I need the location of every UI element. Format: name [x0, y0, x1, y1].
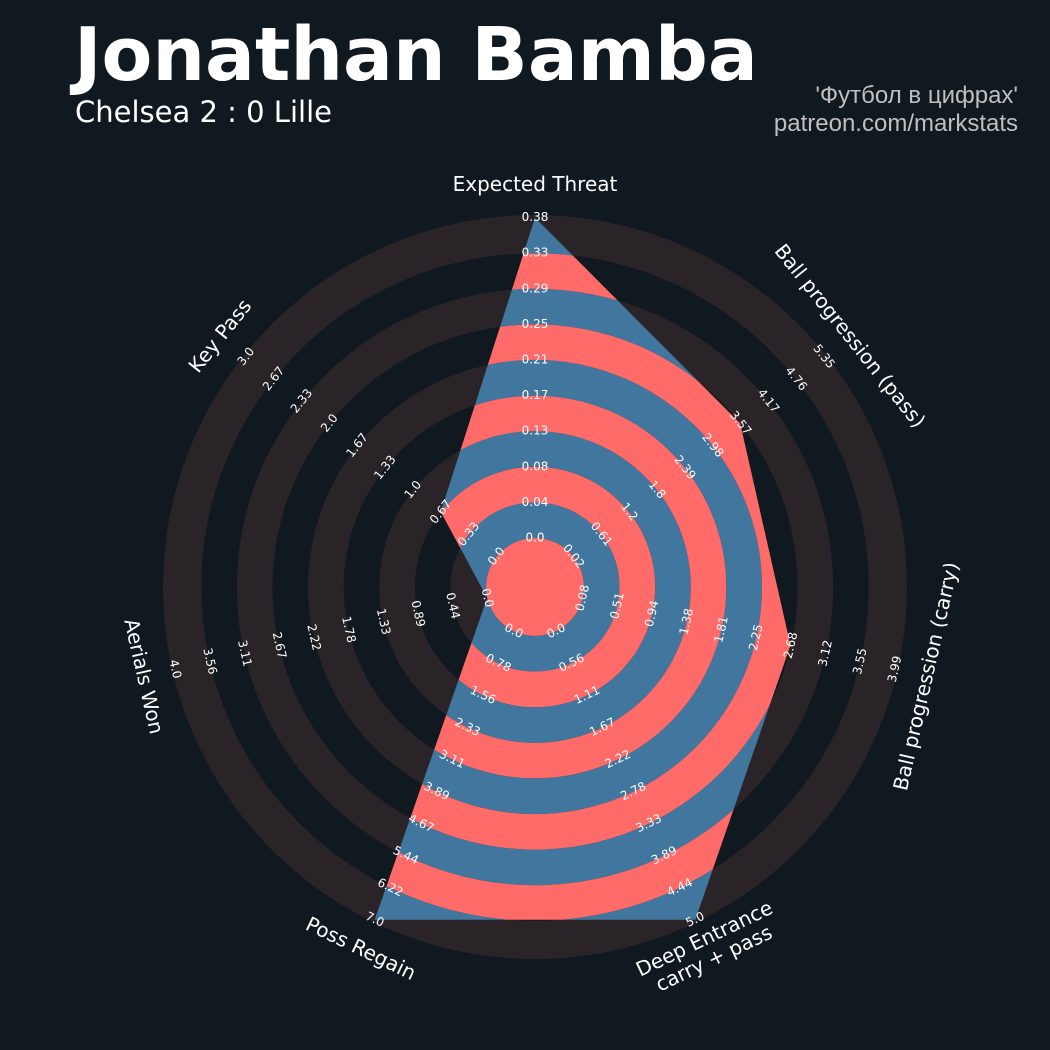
tick-label: 4.0 — [166, 658, 184, 680]
tick-label: 2.68 — [781, 631, 801, 660]
tick-label: 2.25 — [746, 623, 766, 652]
credit-source: 'Футбол в цифрах' — [815, 82, 1018, 109]
tick-label: 0.44 — [443, 591, 463, 620]
value-band — [450, 502, 620, 672]
tick-label: 0.38 — [522, 210, 549, 224]
axis-label: Aerials Won — [120, 616, 170, 736]
axis-label-line: Aerials Won — [120, 616, 170, 736]
tick-label: 0.33 — [522, 246, 549, 260]
tick-label: 0.89 — [408, 599, 428, 628]
tick-label: 0.94 — [642, 599, 662, 628]
tick-label: 3.99 — [885, 654, 905, 683]
axis-label: Expected Threat — [453, 172, 618, 196]
tick-label: 3.11 — [235, 639, 255, 668]
tick-label: 2.67 — [270, 631, 290, 660]
tick-label: 0.04 — [522, 495, 549, 509]
axis-label-line: Expected Threat — [453, 172, 618, 196]
band-center — [486, 538, 584, 636]
tick-label: 0.21 — [522, 353, 549, 367]
tick-label: 3.56 — [200, 647, 220, 676]
tick-label: 0.17 — [522, 388, 549, 402]
tick-label: 0.51 — [607, 591, 627, 620]
tick-label: 1.81 — [711, 615, 731, 644]
credit-link: patreon.com/markstats — [773, 110, 1018, 137]
tick-label: 0.08 — [522, 459, 549, 473]
tick-label: 0.25 — [522, 317, 549, 331]
tick-label: 0.0 — [525, 531, 544, 545]
tick-label: 3.55 — [850, 647, 870, 676]
tick-label: 0.13 — [522, 424, 549, 438]
tick-label: 0.0 — [479, 587, 497, 609]
tick-label: 1.38 — [677, 607, 697, 636]
match-subtitle: Chelsea 2 : 0 Lille — [75, 95, 332, 129]
tick-label: 1.78 — [339, 615, 359, 644]
credit-block: 'Футбол в цифрах' patreon.com/markstats — [774, 82, 1018, 138]
tick-label: 0.08 — [573, 583, 593, 612]
tick-label: 1.33 — [374, 607, 394, 636]
page-title: Jonathan Bamba — [74, 12, 758, 98]
value-bands — [374, 217, 791, 920]
value-band — [414, 466, 656, 708]
tick-label: 2.22 — [304, 623, 324, 652]
tick-label: 3.12 — [815, 639, 835, 668]
tick-label: 0.29 — [522, 281, 549, 295]
